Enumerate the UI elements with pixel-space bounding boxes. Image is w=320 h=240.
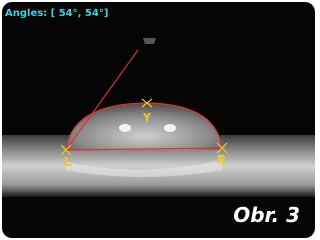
- needle-tip: [143, 38, 156, 44]
- right-label: R: [217, 153, 226, 167]
- left-label: L: [64, 155, 72, 169]
- highlight: [164, 124, 176, 132]
- apex-label: Y: [142, 111, 152, 124]
- angles-readout: Angles: [ 54°, 54°]: [5, 8, 108, 19]
- highlight: [119, 124, 131, 132]
- page: Y L R Angles: [ 54°, 54°] Obr. 3 (() => …: [0, 0, 317, 240]
- contact-angle-image: Y L R Angles: [ 54°, 54°] Obr. 3: [0, 0, 317, 240]
- caption: Obr. 3: [233, 203, 300, 227]
